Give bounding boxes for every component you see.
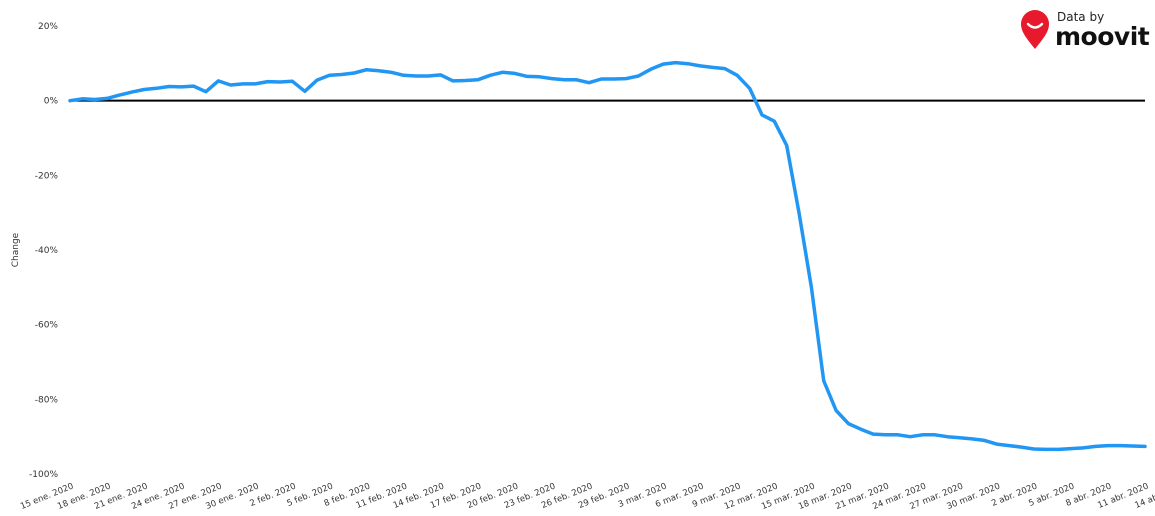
y-tick-label: -60%: [35, 321, 59, 331]
y-axis-title: Change: [11, 232, 21, 267]
y-tick-label: 20%: [38, 22, 58, 32]
y-axis-ticks: 20% 0% -20% -40% -60% -80% -100%: [29, 22, 58, 480]
y-tick-label: 0%: [44, 97, 59, 107]
y-tick-label: -80%: [35, 395, 59, 405]
y-tick-label: -40%: [35, 246, 59, 256]
brand-wordmark: moovit: [1055, 22, 1150, 51]
data-by-label: Data by: [1057, 10, 1105, 24]
moovit-logo: Data by moovit: [1019, 8, 1150, 56]
moovit-pin-icon: [1021, 10, 1049, 49]
y-tick-label: -20%: [35, 171, 59, 181]
series-line: [68, 60, 1147, 452]
y-tick-label: -100%: [29, 470, 58, 480]
